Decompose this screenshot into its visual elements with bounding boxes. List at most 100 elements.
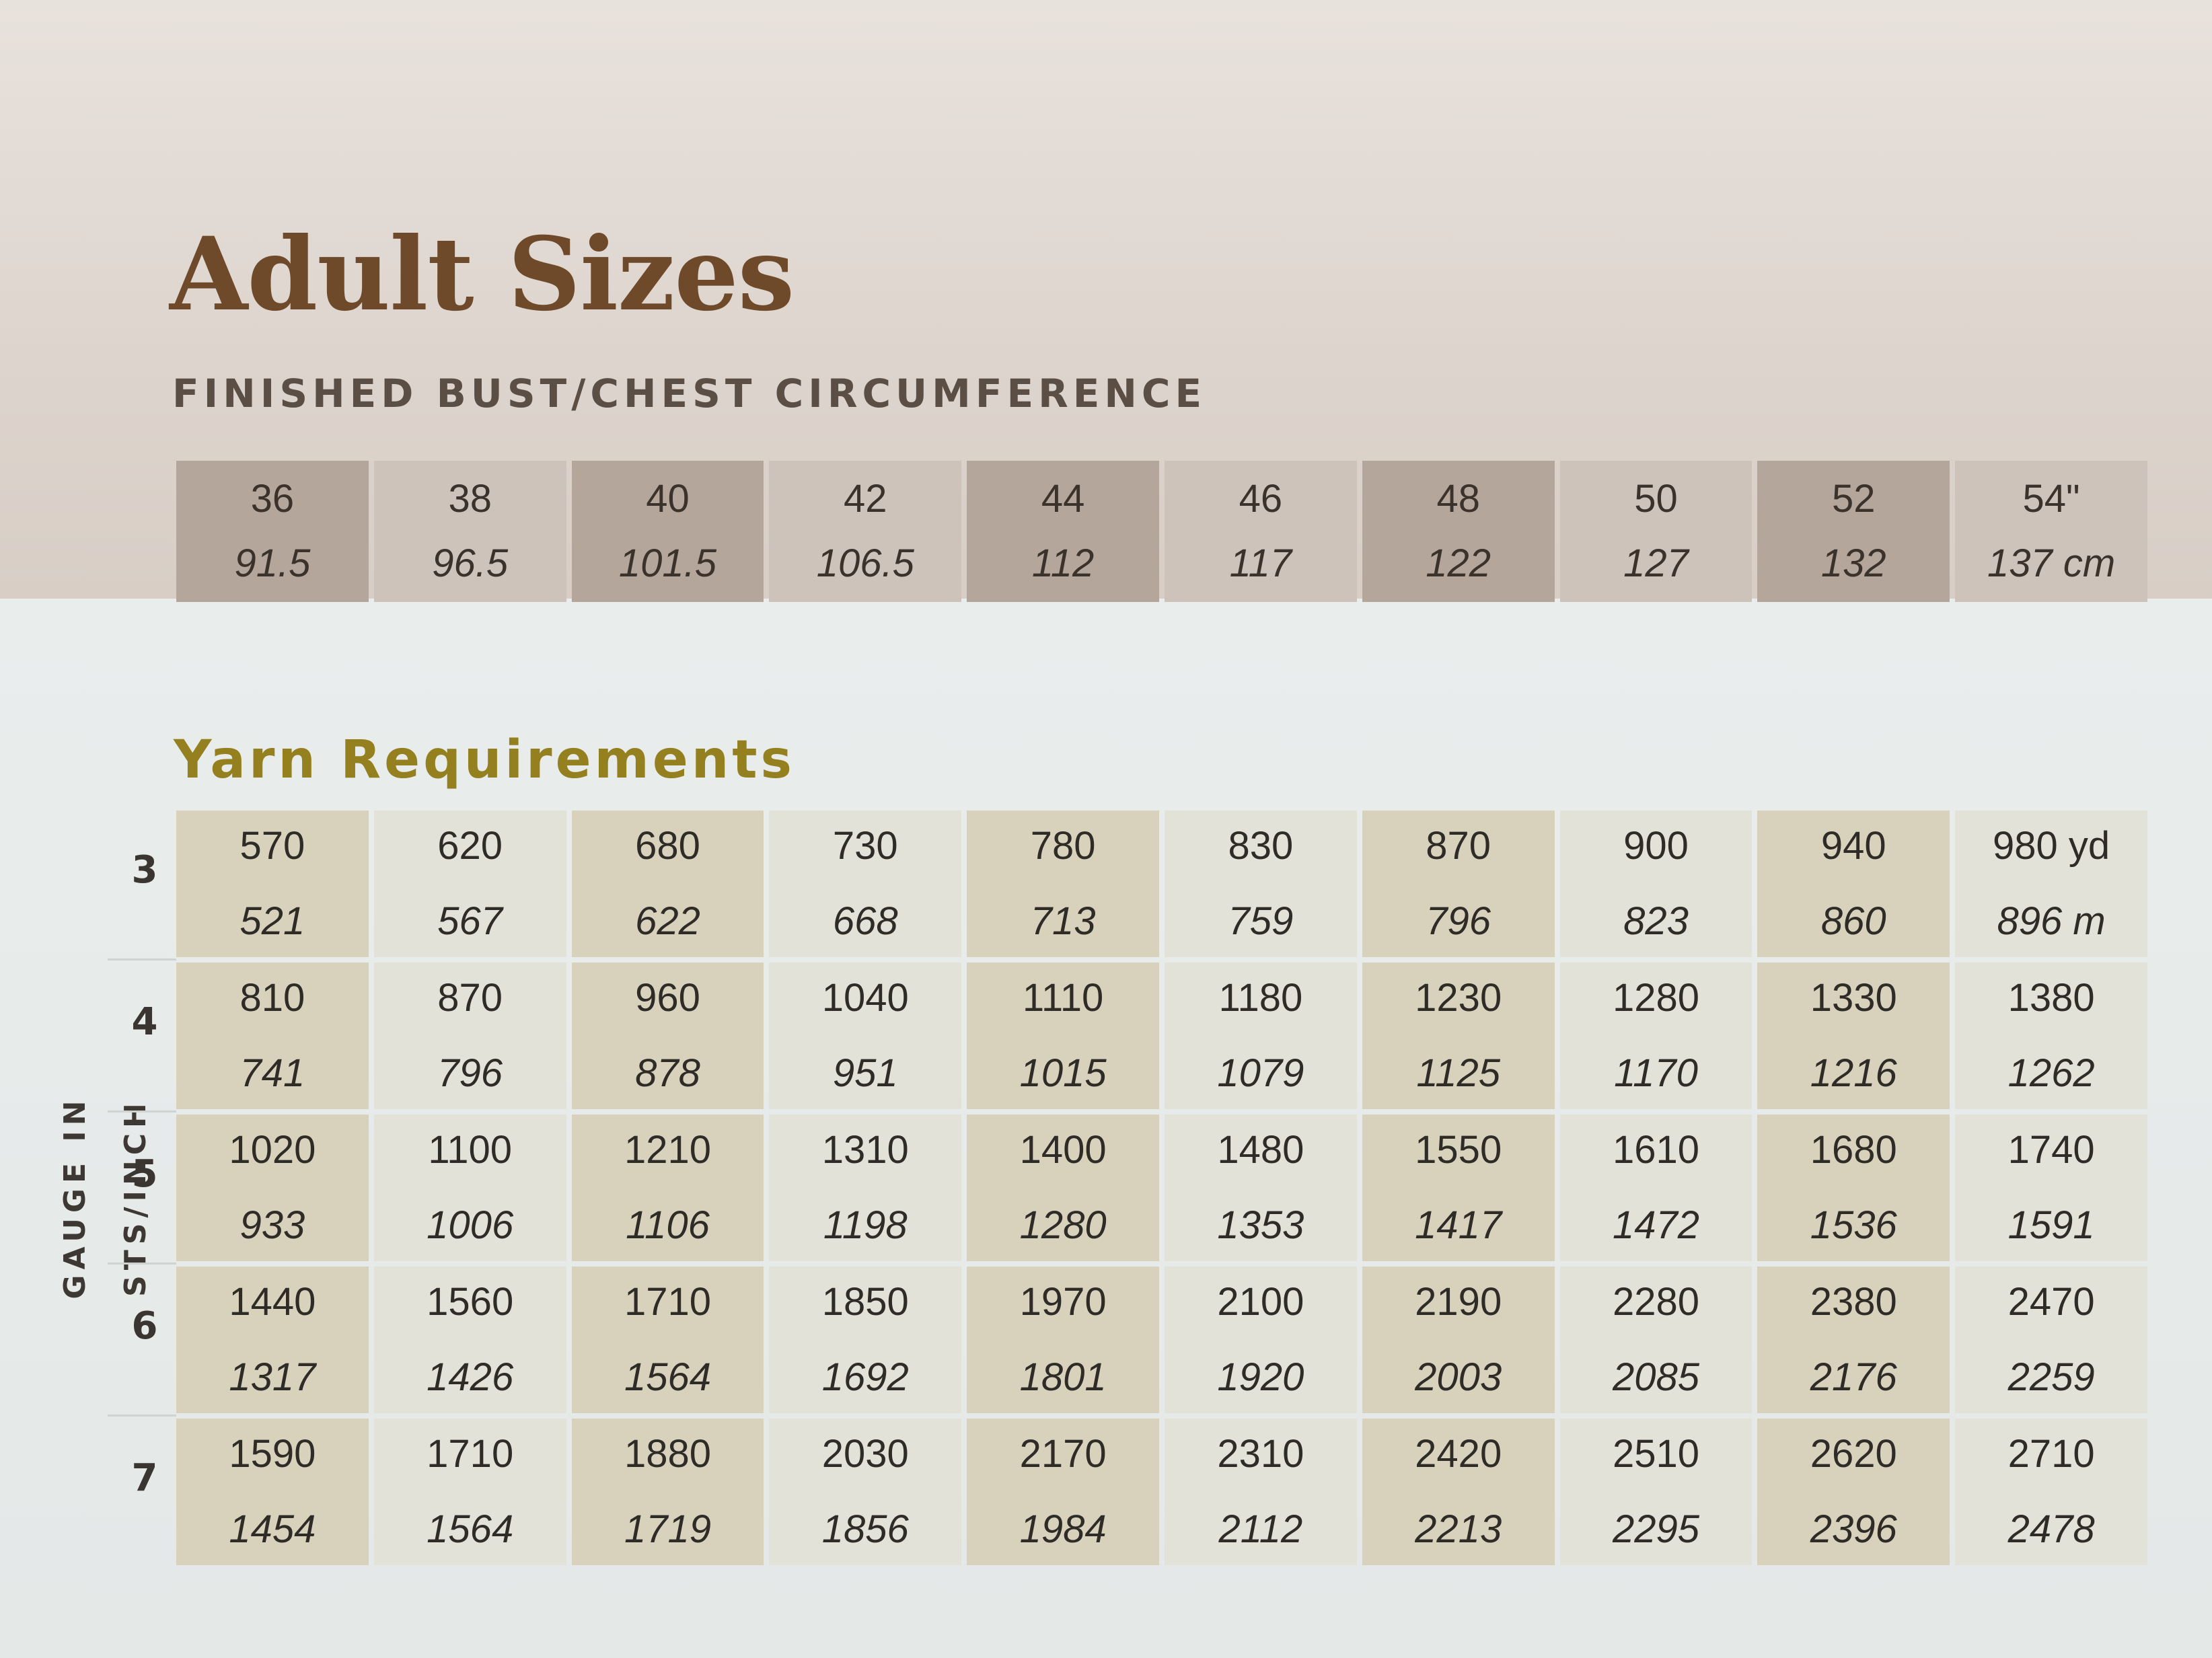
yarn-meters: 2085: [1612, 1355, 1699, 1399]
size-cm: 106.5: [816, 541, 914, 585]
yarn-cell: 1330 1216: [1757, 963, 1950, 1109]
yarn-cell: 2510 2295: [1559, 1419, 1753, 1565]
yarn-cell: 2620 2396: [1757, 1419, 1950, 1565]
size-inches: 40: [646, 477, 690, 521]
yarn-yards: 830: [1228, 824, 1294, 868]
size-cm: 91.5: [234, 541, 311, 585]
yarn-cell: 1440 1317: [176, 1267, 369, 1413]
yarn-meters: 567: [437, 899, 503, 943]
yarn-meters: 713: [1030, 899, 1096, 943]
size-cm: 137 cm: [1987, 541, 2116, 585]
yarn-yards: 1020: [229, 1128, 316, 1172]
yarn-requirements-table: 570 521 620 567 680 622 730 668 780 713 830 759 870 7…: [176, 811, 2147, 1565]
size-inches: 42: [844, 477, 887, 521]
section-subtitle: FINISHED BUST/CHEST CIRCUMFERENCE: [172, 371, 1207, 416]
yarn-requirements-title: Yarn Requirements: [174, 730, 795, 790]
yarn-yards: 1440: [229, 1280, 316, 1324]
yarn-meters: 1564: [624, 1355, 711, 1399]
yarn-meters: 1426: [427, 1355, 514, 1399]
yarn-meters: 741: [239, 1051, 305, 1095]
size-cell: 54" 137 cm: [1955, 461, 2147, 602]
yarn-meters: 1106: [626, 1203, 710, 1247]
yarn-meters: 1920: [1217, 1355, 1304, 1399]
yarn-cell: 1230 1125: [1362, 963, 1555, 1109]
yarn-meters: 1454: [229, 1507, 316, 1551]
yarn-yards: 1040: [821, 976, 909, 1020]
yarn-meters: 521: [239, 899, 305, 943]
yarn-meters: 2176: [1810, 1355, 1897, 1399]
yarn-cell: 1680 1536: [1757, 1115, 1950, 1261]
yarn-meters: 1280: [1019, 1203, 1107, 1247]
yarn-yards: 1740: [2007, 1128, 2095, 1172]
yarn-yards: 2280: [1612, 1280, 1699, 1324]
yarn-yards: 1380: [2007, 976, 2095, 1020]
size-cell: 36 91.5: [176, 461, 369, 602]
size-cell: 50 127: [1559, 461, 1753, 602]
yarn-meters: 1984: [1019, 1507, 1107, 1551]
yarn-yards: 2420: [1415, 1432, 1502, 1476]
yarn-meters: 1216: [1810, 1051, 1897, 1095]
yarn-cell: 870 796: [1362, 811, 1555, 957]
size-cell: 42 106.5: [769, 461, 962, 602]
yarn-meters: 1317: [229, 1355, 316, 1399]
gauge-divider: [108, 1110, 176, 1113]
page-title: Adult Sizes: [170, 215, 795, 334]
yarn-yards: 1400: [1019, 1128, 1107, 1172]
yarn-cell: 1100 1006: [373, 1115, 566, 1261]
yarn-meters: 951: [832, 1051, 898, 1095]
size-inches: 54": [2022, 477, 2080, 521]
yarn-yards: 1180: [1218, 976, 1303, 1020]
yarn-yards: 1230: [1415, 976, 1502, 1020]
yarn-cell: 2470 2259: [1955, 1267, 2147, 1413]
yarn-yards: 2380: [1810, 1280, 1897, 1324]
yarn-yards: 730: [832, 824, 898, 868]
yarn-cell: 2310 2112: [1164, 1419, 1357, 1565]
yarn-yards: 1850: [821, 1280, 909, 1324]
yarn-meters: 1015: [1019, 1051, 1107, 1095]
yarn-yards: 1110: [1022, 976, 1104, 1020]
size-cm: 122: [1426, 541, 1491, 585]
yarn-cell: 1110 1015: [967, 963, 1159, 1109]
yarn-yards: 1590: [229, 1432, 316, 1476]
yarn-yards: 2190: [1415, 1280, 1502, 1324]
yarn-cell: 1850 1692: [769, 1267, 962, 1413]
yarn-cell: 980 yd 896 m: [1955, 811, 2147, 957]
yarn-yards: 620: [437, 824, 503, 868]
yarn-meters: 2112: [1218, 1507, 1303, 1551]
yarn-yards: 2510: [1612, 1432, 1699, 1476]
gauge-number: 5: [131, 1152, 158, 1196]
size-inches: 46: [1239, 477, 1283, 521]
yarn-meters: 1006: [427, 1203, 514, 1247]
gauge-divider: [108, 1415, 176, 1417]
size-inches: 38: [448, 477, 492, 521]
yarn-cell: 680 622: [571, 811, 764, 957]
size-cell: 44 112: [967, 461, 1159, 602]
yarn-yards: 2030: [821, 1432, 909, 1476]
yarn-yards: 1970: [1019, 1280, 1107, 1324]
yarn-meters: 2478: [2007, 1507, 2095, 1551]
yarn-yards: 570: [239, 824, 305, 868]
yarn-meters: 1856: [821, 1507, 909, 1551]
yarn-cell: 1280 1170: [1559, 963, 1753, 1109]
yarn-yards: 2100: [1217, 1280, 1304, 1324]
yarn-cell: 1560 1426: [373, 1267, 566, 1413]
yarn-cell: 1610 1472: [1559, 1115, 1753, 1261]
size-cm: 132: [1820, 541, 1886, 585]
yarn-meters: 878: [635, 1051, 700, 1095]
yarn-meters: 2003: [1415, 1355, 1502, 1399]
sizes-row: 36 91.5 38 96.5 40 101.5 42 106.5 44 112 46 117 48 12…: [176, 461, 2147, 602]
yarn-meters: 1262: [2007, 1051, 2095, 1095]
yarn-meters: 1353: [1217, 1203, 1304, 1247]
size-cm: 112: [1031, 541, 1095, 585]
yarn-cell: 2030 1856: [769, 1419, 962, 1565]
gauge-number: 7: [131, 1456, 158, 1500]
yarn-cell: 810 741: [176, 963, 369, 1109]
yarn-cell: 2170 1984: [967, 1419, 1159, 1565]
yarn-cell: 2100 1920: [1164, 1267, 1357, 1413]
size-cm: 96.5: [432, 541, 509, 585]
yarn-cell: 1210 1106: [571, 1115, 764, 1261]
yarn-cell: 940 860: [1757, 811, 1950, 957]
size-cell: 46 117: [1164, 461, 1357, 602]
yarn-yards: 1550: [1415, 1128, 1502, 1172]
size-cm: 117: [1229, 541, 1292, 585]
